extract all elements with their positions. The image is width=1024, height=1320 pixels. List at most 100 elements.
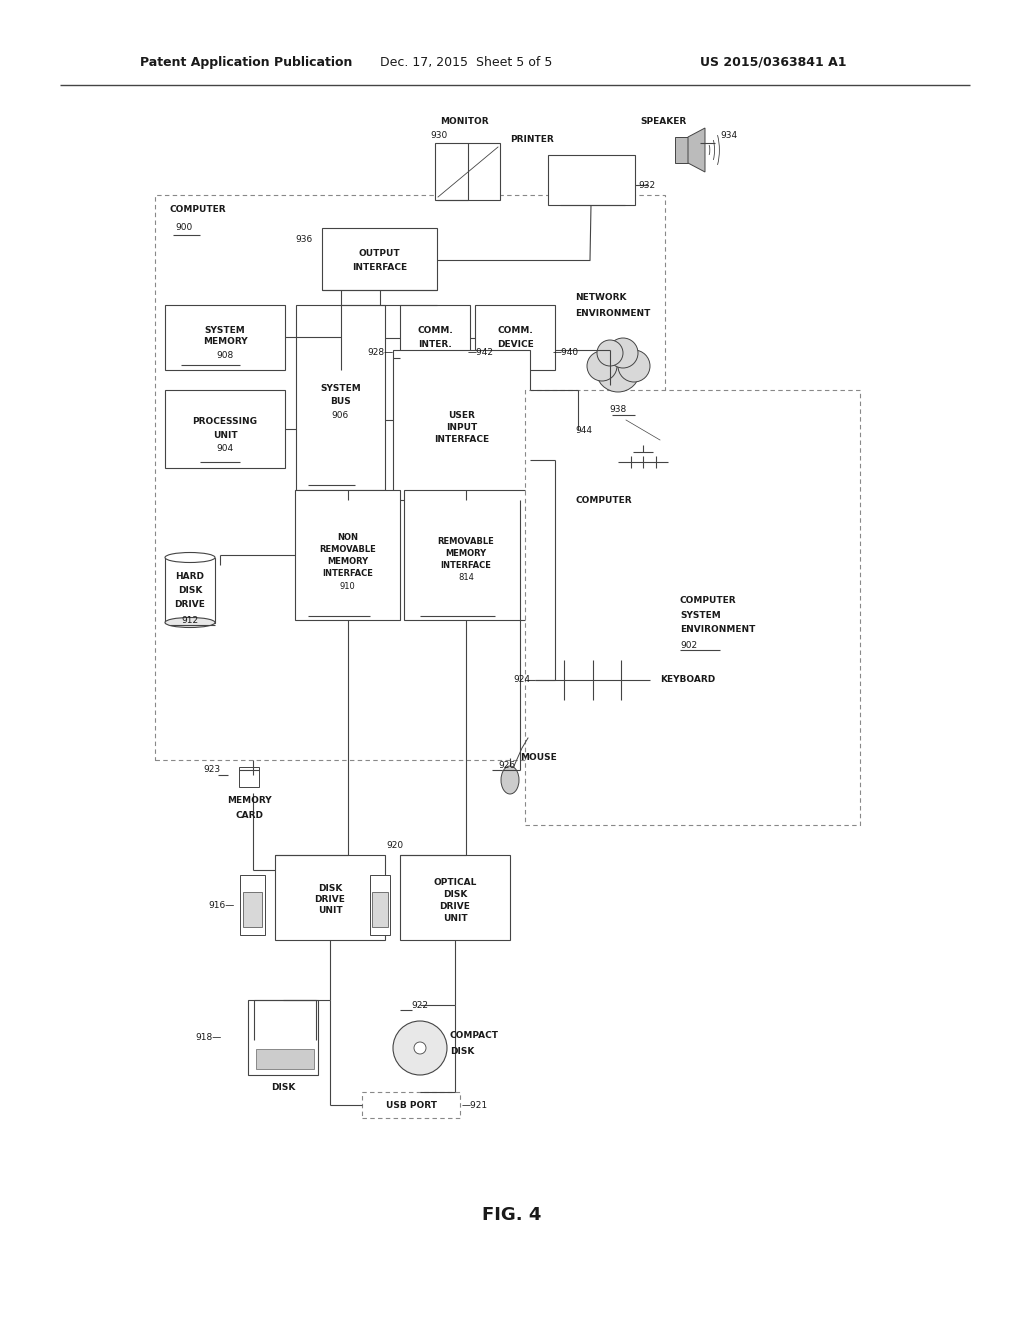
Text: 904: 904 [216, 445, 233, 454]
Bar [165, 557, 215, 623]
Bar [435, 143, 500, 201]
Text: COMM.: COMM. [417, 326, 453, 335]
Text: 928—: 928— [367, 347, 393, 356]
Text: CARD: CARD [234, 810, 263, 820]
Bar [621, 413, 665, 445]
Text: 924: 924 [513, 676, 530, 685]
Text: 936: 936 [295, 235, 312, 244]
Circle shape [597, 341, 623, 366]
Circle shape [596, 348, 640, 392]
Text: SYSTEM: SYSTEM [680, 611, 721, 619]
Text: SYSTEM: SYSTEM [205, 326, 246, 335]
Text: DISK: DISK [270, 1084, 295, 1093]
Ellipse shape [165, 618, 215, 627]
Text: MONITOR: MONITOR [440, 117, 488, 127]
Text: USB PORT: USB PORT [385, 1101, 436, 1110]
Text: 900: 900 [175, 223, 193, 232]
Text: DRIVE: DRIVE [439, 902, 470, 911]
Text: ENVIRONMENT: ENVIRONMENT [575, 309, 650, 318]
Text: SYSTEM: SYSTEM [321, 384, 360, 393]
Text: INTERFACE: INTERFACE [352, 263, 408, 272]
Bar [475, 305, 555, 370]
Text: HARD: HARD [175, 572, 205, 581]
Text: DRIVE: DRIVE [314, 895, 345, 904]
Ellipse shape [501, 766, 519, 795]
Circle shape [414, 1041, 426, 1053]
Bar [393, 350, 530, 500]
Circle shape [587, 351, 617, 381]
Bar [256, 1049, 314, 1069]
Text: 938: 938 [609, 405, 627, 414]
Text: 922: 922 [412, 1001, 428, 1010]
Text: MEMORY: MEMORY [445, 549, 486, 557]
Text: 908: 908 [216, 351, 233, 360]
Polygon shape [675, 137, 688, 162]
Bar [248, 1001, 318, 1074]
Text: OPTICAL: OPTICAL [433, 878, 477, 887]
Bar [400, 305, 470, 370]
Text: NETWORK: NETWORK [575, 293, 627, 302]
Text: OUTPUT: OUTPUT [358, 248, 400, 257]
Circle shape [393, 1020, 447, 1074]
Text: —940: —940 [553, 347, 580, 356]
Bar [240, 875, 265, 935]
Text: COMPUTER: COMPUTER [170, 206, 226, 214]
Text: 932: 932 [638, 181, 655, 190]
Bar [525, 389, 860, 825]
Text: PRINTER: PRINTER [510, 136, 554, 144]
Text: MEMORY: MEMORY [327, 557, 368, 565]
Text: 930: 930 [430, 131, 447, 140]
Text: REMOVABLE: REMOVABLE [437, 536, 495, 545]
Text: INPUT: INPUT [445, 422, 477, 432]
Bar [404, 490, 528, 620]
Text: 814: 814 [458, 573, 474, 582]
Text: 918—: 918— [196, 1034, 222, 1043]
Bar [243, 892, 262, 927]
Bar [372, 892, 388, 927]
Bar [275, 855, 385, 940]
Text: FIG. 4: FIG. 4 [482, 1206, 542, 1224]
Text: COMPACT: COMPACT [450, 1031, 499, 1040]
Text: 944: 944 [575, 425, 592, 434]
Bar [618, 455, 668, 469]
Text: SPEAKER: SPEAKER [640, 117, 686, 127]
Text: —921: —921 [462, 1101, 488, 1110]
Circle shape [618, 350, 650, 381]
Bar [370, 875, 390, 935]
Text: COMM.: COMM. [497, 326, 532, 335]
Bar [322, 228, 437, 290]
Text: 920: 920 [386, 841, 403, 850]
Text: INTERFACE: INTERFACE [440, 561, 492, 569]
Text: 910: 910 [340, 582, 355, 590]
Text: MEMORY: MEMORY [226, 796, 271, 804]
Bar [165, 389, 285, 469]
Text: ENVIRONMENT: ENVIRONMENT [680, 626, 756, 635]
Text: DISK: DISK [317, 884, 342, 894]
Bar [296, 305, 385, 490]
Bar [548, 154, 635, 205]
Text: DEVICE: DEVICE [497, 341, 534, 348]
Text: UNIT: UNIT [442, 913, 467, 923]
Text: UNIT: UNIT [213, 432, 238, 441]
Text: COMPUTER: COMPUTER [680, 595, 736, 605]
Text: INTERFACE: INTERFACE [434, 434, 489, 444]
Text: REMOVABLE: REMOVABLE [319, 545, 376, 553]
Bar [239, 767, 259, 787]
Text: DISK: DISK [442, 890, 467, 899]
Bar [295, 490, 400, 620]
Text: MEMORY: MEMORY [203, 337, 248, 346]
Text: 934: 934 [720, 131, 737, 140]
Text: 906: 906 [332, 411, 349, 420]
Text: PROCESSING: PROCESSING [193, 417, 257, 426]
Text: KEYBOARD: KEYBOARD [660, 676, 715, 685]
Text: DISK: DISK [178, 586, 202, 594]
Text: 916—: 916— [209, 900, 234, 909]
Text: DRIVE: DRIVE [174, 599, 206, 609]
Text: US 2015/0363841 A1: US 2015/0363841 A1 [700, 55, 847, 69]
Text: 912: 912 [181, 615, 199, 624]
Text: MOUSE: MOUSE [520, 752, 557, 762]
Bar [165, 305, 285, 370]
Text: INTERFACE: INTERFACE [323, 569, 373, 578]
Bar [155, 195, 665, 760]
Text: NON: NON [337, 532, 358, 541]
